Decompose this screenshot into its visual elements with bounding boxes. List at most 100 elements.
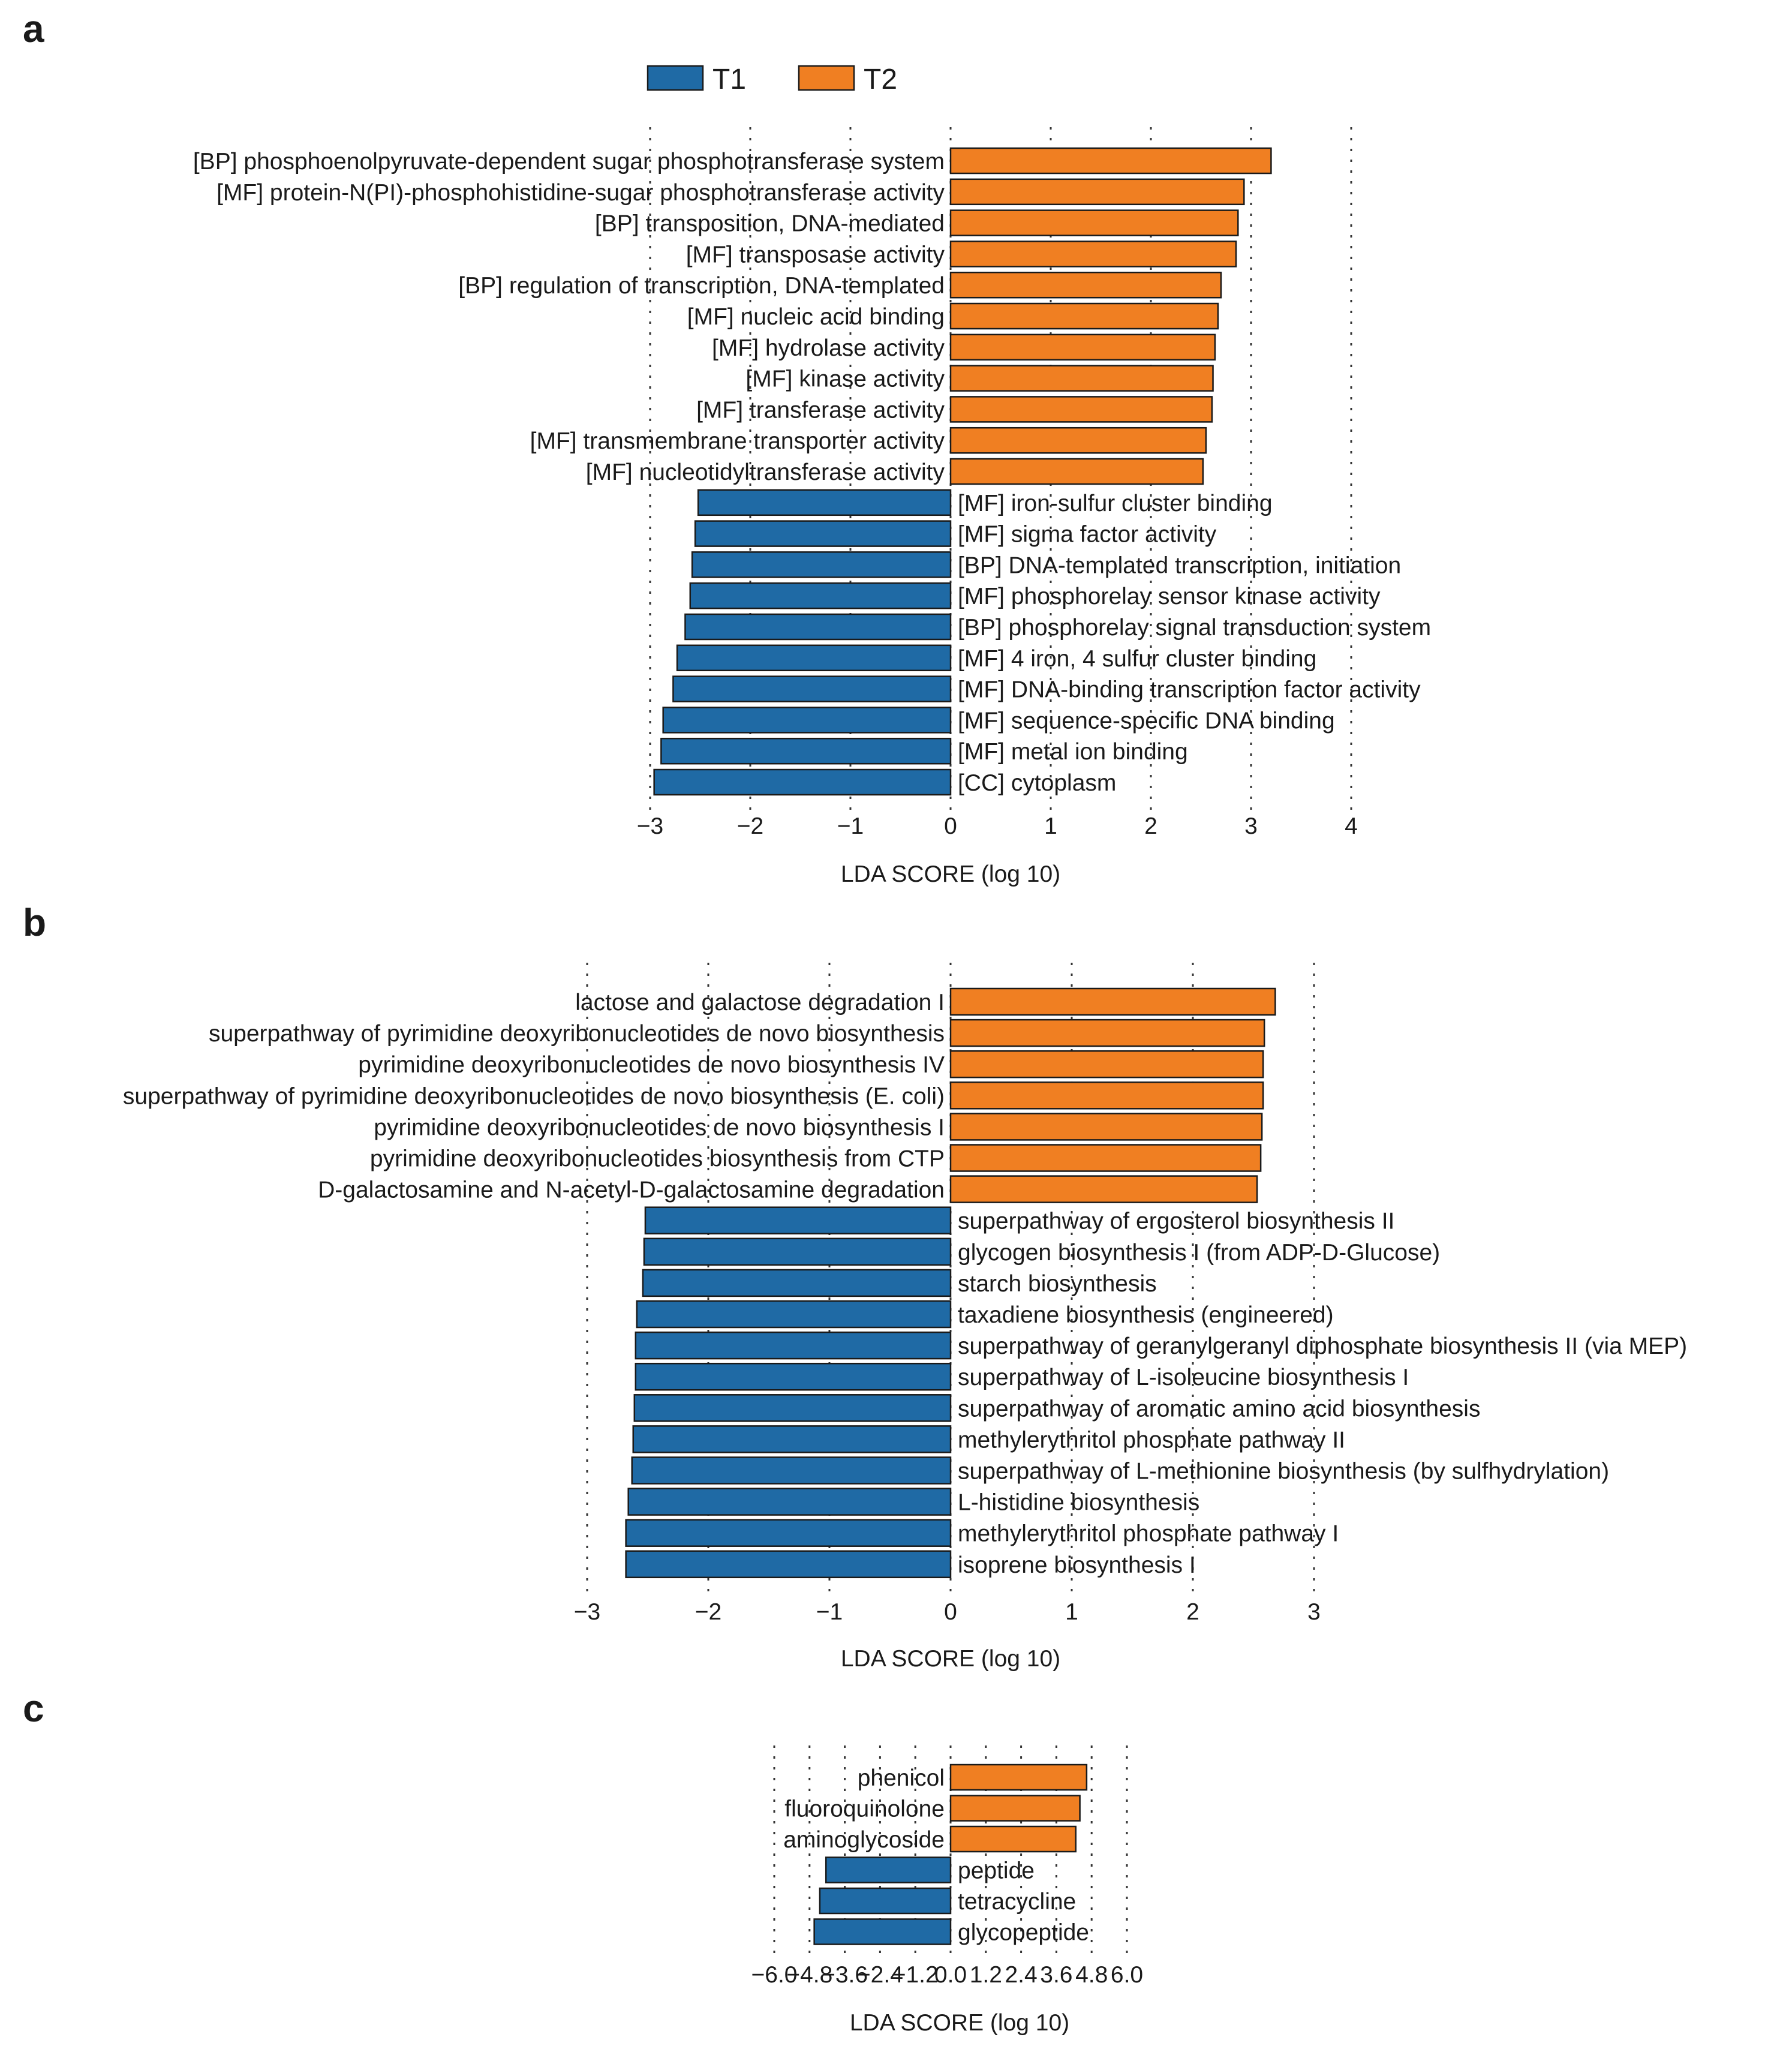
panel-a-chart: [BP] phosphoenolpyruvate-dependent sugar… [193, 127, 1431, 887]
x-tick-label: 4 [1345, 813, 1358, 839]
bar-t2 [949, 1144, 1262, 1172]
category-label: [MF] transposase activity [686, 242, 945, 268]
legend-label-t2: T2 [864, 64, 897, 95]
x-tick-label: 3 [1307, 1599, 1321, 1625]
x-tick-label: 3.6 [1040, 1962, 1072, 1988]
bar-t2 [949, 1825, 1077, 1853]
x-tick-label: 1 [1044, 813, 1057, 839]
panel-c-chart: phenicol fluoroquinolone aminoglycoside pep… [751, 1745, 1143, 2036]
x-tick-label: −6.0 [751, 1962, 798, 1988]
x-tick-label: 2.4 [1005, 1962, 1037, 1988]
legend-swatch-t1 [647, 65, 704, 91]
category-label: methylerythritol phosphate pathway I [958, 1521, 1339, 1547]
category-label: [MF] protein-N(PI)-phosphohistidine-suga… [217, 180, 945, 206]
bar-t2 [949, 209, 1239, 236]
bar-t2 [949, 365, 1214, 392]
category-label: phenicol [858, 1765, 945, 1791]
category-label: superpathway of pyrimidine deoxyribonucl… [123, 1083, 945, 1109]
category-label: pyrimidine deoxyribonucleotides de novo … [374, 1114, 945, 1140]
category-label: glycogen biosynthesis I (from ADP-D-Gluc… [958, 1240, 1440, 1266]
category-label: superpathway of ergosterol biosynthesis … [958, 1209, 1394, 1234]
category-label: peptide [958, 1858, 1035, 1884]
x-tick-label: −2 [737, 813, 763, 839]
x-tick-label: −1.2 [892, 1962, 939, 1988]
bar-t1 [633, 1394, 952, 1422]
x-tick-label: 6.0 [1111, 1962, 1143, 1988]
x-tick-label: −4.8 [786, 1962, 832, 1988]
bar-t1 [643, 1237, 952, 1266]
x-tick-label: 1.2 [970, 1962, 1002, 1988]
category-label: [MF] nucleotidyltransferase activity [586, 459, 945, 485]
bar-t2 [949, 1113, 1263, 1141]
bar-t1 [635, 1362, 952, 1391]
category-label: [MF] transmembrane transporter activity [530, 428, 945, 454]
bar-t2 [949, 1081, 1264, 1110]
bar-t2 [949, 1175, 1258, 1203]
x-tick-label: −3.6 [822, 1962, 868, 1988]
bar-t2 [949, 396, 1213, 423]
x-tick-label: 0.0 [934, 1962, 967, 1988]
bar-t1 [694, 520, 952, 547]
bar-t1 [825, 1856, 952, 1883]
x-tick-label: 3 [1244, 813, 1258, 839]
category-label: [MF] transferase activity [696, 397, 945, 423]
category-label: [MF] 4 iron, 4 sulfur cluster binding [958, 646, 1316, 672]
category-label: D-galactosamine and N-acetyl-D-galactosa… [318, 1177, 945, 1203]
bar-t1 [672, 675, 952, 702]
x-axis-title: LDA SCORE (log 10) [841, 861, 1060, 887]
bar-t2 [949, 302, 1219, 330]
bar-t2 [949, 1019, 1265, 1047]
x-tick-label: 2 [1186, 1599, 1199, 1625]
bar-t2 [949, 1763, 1088, 1791]
bar-t1 [691, 551, 952, 578]
category-label: [BP] transposition, DNA-mediated [595, 211, 945, 237]
bar-t1 [625, 1519, 952, 1547]
bar-t1 [642, 1269, 952, 1297]
category-label: tetracycline [958, 1889, 1076, 1915]
bar-t1 [684, 613, 952, 641]
x-tick-label: 4.8 [1075, 1962, 1108, 1988]
bar-t2 [949, 987, 1276, 1016]
bar-t1 [627, 1488, 952, 1516]
bar-t2 [949, 241, 1237, 268]
bar-t1 [697, 489, 952, 516]
panel-b-chart: lactose and galactose degradation I super… [123, 963, 1687, 1672]
category-label: superpathway of L-isoleucine biosynthesi… [958, 1365, 1409, 1390]
bar-t1 [662, 707, 952, 734]
x-tick-label: −1 [816, 1599, 843, 1625]
category-label: [BP] phosphorelay signal transduction sy… [958, 615, 1431, 641]
bar-t1 [635, 1331, 952, 1360]
category-label: pyrimidine deoxyribonucleotides de novo … [358, 1052, 945, 1078]
category-label: superpathway of aromatic amino acid bios… [958, 1396, 1480, 1422]
bar-t1 [636, 1300, 952, 1329]
category-label: [MF] iron-sulfur cluster binding [958, 491, 1273, 516]
category-label: [MF] sequence-specific DNA binding [958, 708, 1335, 734]
bar-t2 [949, 1795, 1081, 1822]
bar-t1 [632, 1425, 952, 1453]
category-label: [MF] kinase activity [745, 366, 945, 392]
bar-t1 [660, 737, 952, 765]
category-label: [MF] metal ion binding [958, 739, 1188, 765]
bar-t2 [949, 178, 1245, 206]
bar-t2 [949, 458, 1204, 485]
category-label: lactose and galactose degradation I [575, 990, 945, 1016]
panel-letter-c: c [23, 1687, 44, 1730]
category-label: [CC] cytoplasm [958, 770, 1116, 796]
bar-t2 [949, 271, 1222, 299]
bar-t1 [676, 644, 952, 672]
bar-t2 [949, 147, 1272, 175]
bar-t1 [689, 582, 952, 609]
legend: T1 T2 [647, 64, 897, 95]
x-tick-label: 1 [1065, 1599, 1078, 1625]
category-label: [BP] phosphoenolpyruvate-dependent sugar… [193, 149, 945, 175]
category-label: aminoglycoside [783, 1827, 945, 1853]
legend-label-t1: T1 [712, 64, 746, 95]
category-label: starch biosynthesis [958, 1271, 1157, 1297]
category-label: [MF] DNA-binding transcription factor ac… [958, 677, 1421, 703]
x-tick-label: −3 [637, 813, 663, 839]
category-label: [MF] nucleic acid binding [687, 304, 945, 330]
panel-letter-a: a [23, 7, 44, 50]
category-label: superpathway of pyrimidine deoxyribonucl… [209, 1021, 945, 1047]
category-label: methylerythritol phosphate pathway II [958, 1427, 1345, 1453]
